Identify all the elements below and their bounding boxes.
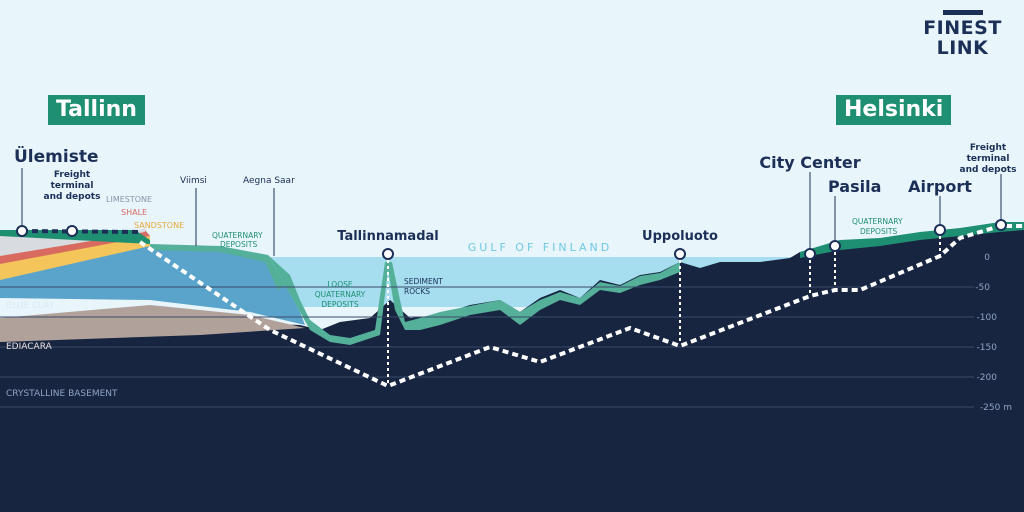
layer-sediment-rocks-label-1: SEDIMENT xyxy=(404,277,443,286)
depth-tick-0: 0 xyxy=(984,253,990,263)
logo-bar xyxy=(943,10,983,15)
station-pasila-marker xyxy=(830,241,840,251)
logo-line-1: FINEST xyxy=(915,18,1010,38)
station-uppoluoto-label: Uppoluoto xyxy=(642,229,718,244)
station-ulemiste-marker xyxy=(17,226,27,236)
station-pasila-label: Pasila xyxy=(828,177,881,196)
depth-tick-50: -50 xyxy=(975,283,990,293)
layer-quaternary-right-label-2: DEPOSITS xyxy=(860,227,897,236)
station-uppoluoto-marker xyxy=(675,249,685,259)
layer-quaternary-left-label-2: DEPOSITS xyxy=(220,240,257,249)
place-aegna-saar-label: Aegna Saar xyxy=(243,176,295,186)
place-viimsi-label: Viimsi xyxy=(180,176,207,186)
layer-quaternary-left-label-1: QUATERNARY xyxy=(212,231,263,240)
station-freight-helsinki-label-1: Freight xyxy=(970,143,1007,153)
station-freight-tallinn-label-3: and depots xyxy=(44,192,101,202)
station-freight-tallinn-label-1: Freight xyxy=(54,170,91,180)
depth-tick-200: -200 xyxy=(977,373,998,383)
station-tallinnamadal-marker xyxy=(383,249,393,259)
station-freight-tallinn-label-2: terminal xyxy=(51,181,94,191)
layer-ediacara-label: EDIACARA xyxy=(6,342,53,352)
layer-sandstone-label: SANDSTONE xyxy=(134,221,184,230)
layer-loose-quaternary-label-2: QUATERNARY xyxy=(315,290,366,299)
station-tallinnamadal-label: Tallinnamadal xyxy=(337,229,438,244)
depth-tick-250: -250 m xyxy=(980,403,1012,413)
station-city-center-marker xyxy=(805,249,815,259)
depth-tick-150: -150 xyxy=(977,343,998,353)
layer-blue-clay-label: BLUE CLAY xyxy=(6,301,55,311)
sea-label: GULF OF FINLAND xyxy=(468,241,612,254)
station-airport-label: Airport xyxy=(908,177,972,196)
layer-shale-label: SHALE xyxy=(121,208,147,217)
layer-loose-quaternary-label-1: LOOSE xyxy=(327,280,352,289)
layer-loose-quaternary-label-3: DEPOSITS xyxy=(321,300,358,309)
finest-link-logo: FINEST LINK xyxy=(915,10,1010,58)
layer-sediment-rocks-label-2: ROCKS xyxy=(404,287,430,296)
station-ulemiste-label: Ülemiste xyxy=(14,145,98,167)
logo-line-2: LINK xyxy=(915,38,1010,58)
crystalline-basement-layer xyxy=(0,330,310,512)
city-label-helsinki: Helsinki xyxy=(836,95,951,125)
station-freight-helsinki-label-2: terminal xyxy=(967,154,1010,164)
layer-crystalline-label: CRYSTALLINE BASEMENT xyxy=(6,389,118,399)
station-city-center-label: City Center xyxy=(759,153,860,172)
station-freight-helsinki-marker xyxy=(996,220,1006,230)
station-airport-marker xyxy=(935,225,945,235)
layer-limestone-label: LIMESTONE xyxy=(106,195,152,204)
layer-quaternary-right-label-1: QUATERNARY xyxy=(852,217,903,226)
station-freight-helsinki-label-3: and depots xyxy=(960,165,1017,175)
city-label-tallinn: Tallinn xyxy=(48,95,145,125)
depth-tick-100: -100 xyxy=(977,313,998,323)
station-freight-tallinn-marker xyxy=(67,226,77,236)
